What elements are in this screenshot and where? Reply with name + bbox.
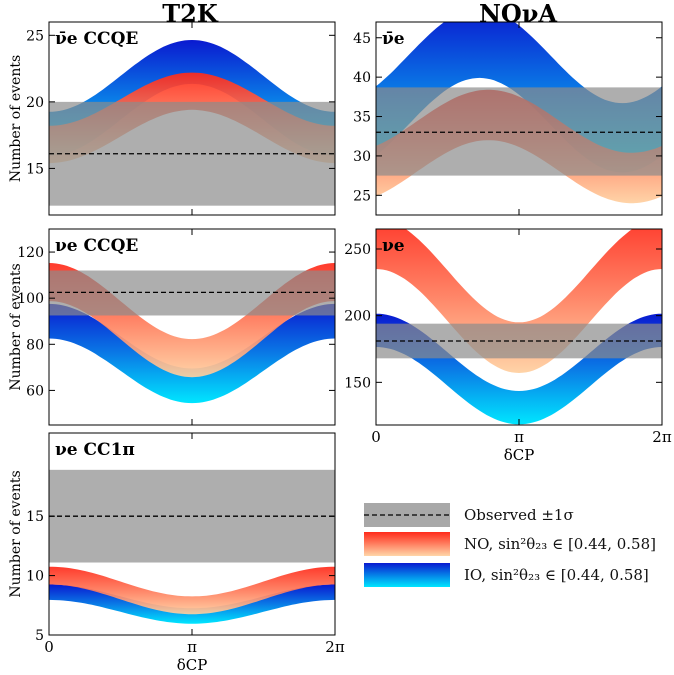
panel-title: νe bbox=[382, 236, 405, 256]
observed-band bbox=[49, 270, 335, 316]
y-tick-label: 45 bbox=[353, 31, 371, 47]
panel-nova-nubar: 25 30 35 40 45 ν̄e bbox=[353, 21, 663, 216]
y-tick-label: 25 bbox=[26, 28, 44, 44]
x-axis-label: δCP bbox=[177, 656, 208, 674]
legend-no-label: NO, sin²θ₂₃ ∈ [0.44, 0.58] bbox=[464, 535, 656, 553]
x-tick-label: π bbox=[187, 638, 197, 656]
panel-nova-nu: 150 200 250 0 π 2π δCP νe bbox=[344, 228, 672, 464]
legend-observed-label: Observed ±1σ bbox=[464, 506, 574, 524]
y-tick-label: 80 bbox=[26, 337, 44, 353]
y-axis-label: Number of events bbox=[8, 55, 24, 182]
plot-area bbox=[49, 40, 335, 206]
legend-no-swatch bbox=[364, 532, 450, 556]
y-tick-label: 250 bbox=[344, 242, 371, 258]
y-tick-label: 40 bbox=[353, 70, 371, 86]
plot-area bbox=[49, 263, 335, 404]
x-tick-label: π bbox=[514, 428, 524, 446]
plot-area bbox=[376, 22, 662, 204]
observed-band bbox=[376, 323, 662, 359]
observed-band bbox=[49, 469, 335, 563]
panel-title: νe CC1π bbox=[55, 440, 135, 460]
y-tick-label: 30 bbox=[353, 149, 371, 165]
y-tick-label: 15 bbox=[26, 509, 44, 525]
y-tick-label: 200 bbox=[344, 309, 371, 325]
y-axis-label: Number of events bbox=[8, 470, 24, 597]
x-tick-label: 0 bbox=[44, 638, 54, 656]
y-tick-label: 20 bbox=[26, 95, 44, 111]
y-tick-label: 150 bbox=[344, 375, 371, 391]
y-tick-label: 5 bbox=[35, 628, 44, 644]
observed-band bbox=[49, 101, 335, 206]
panel-title: ν̄e bbox=[382, 29, 405, 49]
legend: Observed ±1σ NO, sin²θ₂₃ ∈ [0.44, 0.58] … bbox=[364, 503, 656, 587]
column-title-t2k: T2K bbox=[162, 0, 219, 28]
legend-io-swatch bbox=[364, 563, 450, 587]
x-tick-label: 2π bbox=[652, 428, 672, 446]
observed-band bbox=[376, 87, 662, 176]
x-axis-label: δCP bbox=[504, 446, 535, 464]
panel-t2k-nubar-ccqe: 15 20 25 ν̄e CCQE Number of events bbox=[8, 21, 336, 216]
y-tick-label: 35 bbox=[353, 110, 371, 126]
y-tick-label: 25 bbox=[353, 188, 371, 204]
no-band bbox=[49, 566, 335, 615]
io-band bbox=[49, 584, 335, 624]
panel-title: ν̄e CCQE bbox=[55, 29, 138, 49]
plot-area bbox=[49, 469, 335, 624]
y-tick-label: 10 bbox=[26, 569, 44, 585]
y-tick-label: 100 bbox=[17, 291, 44, 307]
x-tick-label: 2π bbox=[325, 638, 345, 656]
y-tick-label: 60 bbox=[26, 383, 44, 399]
legend-io-label: IO, sin²θ₂₃ ∈ [0.44, 0.58] bbox=[464, 566, 649, 584]
plot-area bbox=[376, 229, 662, 425]
y-tick-label: 15 bbox=[26, 161, 44, 177]
panel-title: νe CCQE bbox=[55, 236, 138, 256]
panel-t2k-nu-cc1pi: 5 10 15 0 π 2π δCP νe CC1π Number of events bbox=[8, 432, 345, 674]
x-tick-label: 0 bbox=[371, 428, 381, 446]
y-tick-label: 120 bbox=[17, 245, 44, 261]
y-axis-label: Number of events bbox=[8, 263, 24, 390]
panel-t2k-nu-ccqe: 60 80 100 120 νe CCQE Number of events bbox=[8, 228, 336, 426]
